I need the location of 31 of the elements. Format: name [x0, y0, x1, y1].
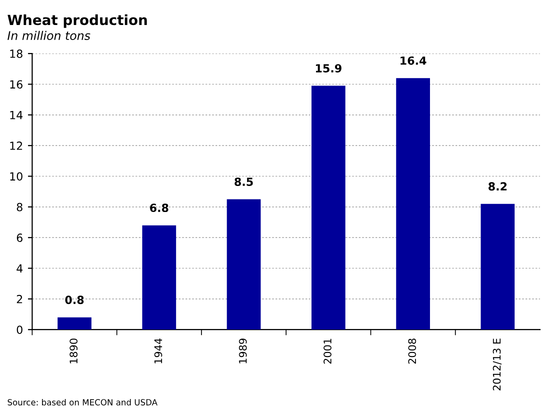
x-tick-label: 2008	[408, 338, 416, 364]
data-label: 8.2	[488, 182, 507, 191]
bar	[480, 204, 515, 330]
y-tick-label: 12	[10, 142, 22, 150]
x-tick-label: 2012/13 E	[492, 338, 502, 390]
y-tick-label: 14	[10, 111, 23, 120]
bar	[226, 199, 261, 330]
y-tick-label: 16	[10, 80, 22, 89]
y-tick-label: 4	[16, 264, 23, 272]
x-tick-label: 1890	[70, 338, 78, 364]
bar	[58, 317, 92, 330]
y-tick-label: 2	[16, 294, 22, 304]
y-tick-label: 0	[16, 326, 22, 334]
x-tick-label: 1944	[154, 338, 162, 364]
bar	[396, 78, 430, 330]
data-label: 6.8	[150, 204, 168, 212]
y-tick-label: 8	[16, 202, 22, 212]
chart-title: Wheat production	[8, 14, 147, 28]
y-tick-label: 18	[10, 50, 22, 58]
source-note: Source: based on MECON and USDA	[8, 398, 158, 406]
bar	[311, 86, 346, 330]
bar	[142, 225, 176, 330]
x-tick-label: 2001	[324, 338, 332, 364]
data-label: 8.5	[234, 178, 253, 186]
y-tick-label: 6	[16, 234, 22, 242]
data-label: 16.4	[400, 56, 426, 65]
chart-subtitle: In million tons	[8, 30, 90, 40]
data-label: 0.8	[65, 296, 84, 304]
y-tick-label: 10	[10, 172, 22, 181]
data-label: 15.9	[316, 64, 342, 72]
x-tick-label: 1989	[238, 338, 247, 364]
